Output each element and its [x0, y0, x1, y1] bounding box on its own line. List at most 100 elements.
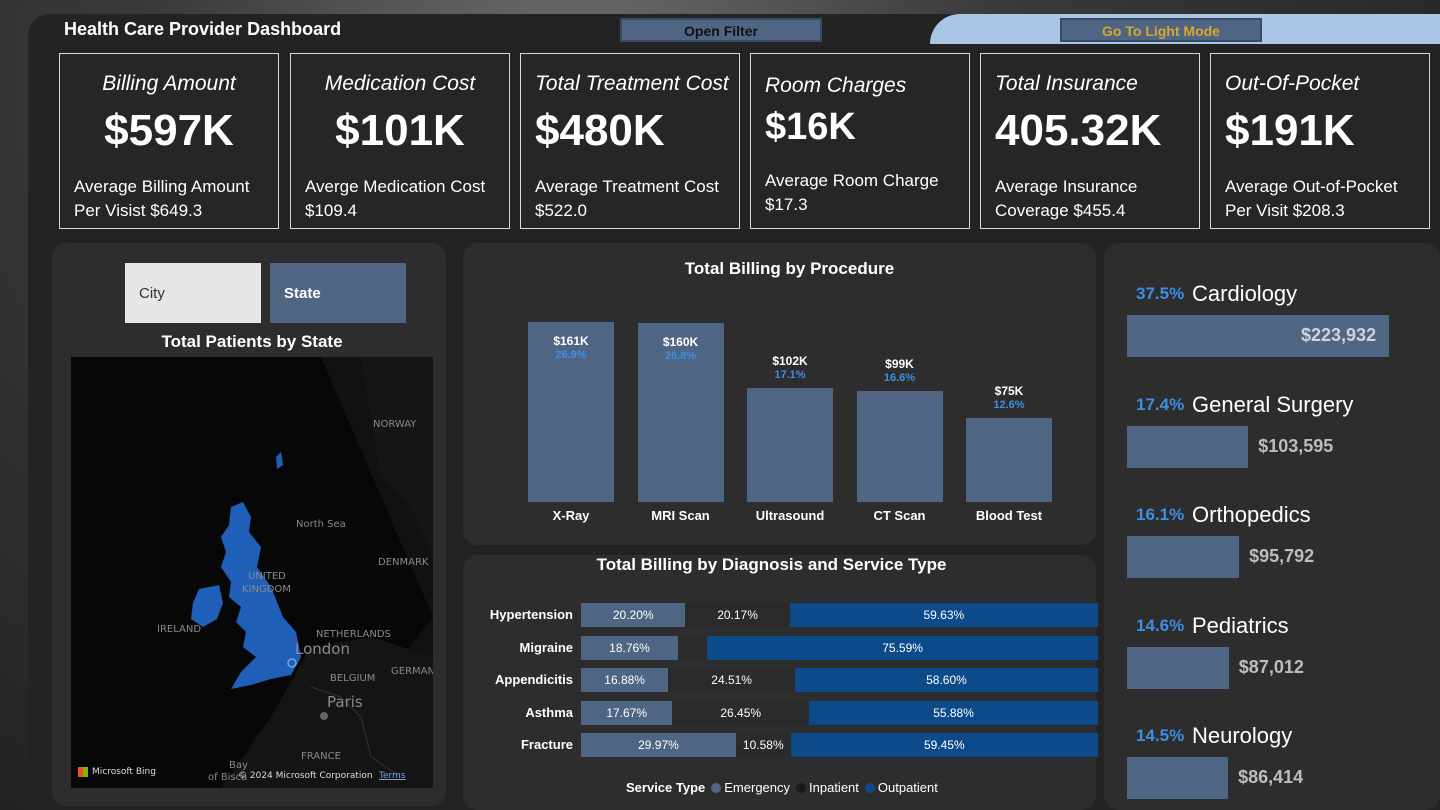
- department-bar[interactable]: [1127, 536, 1240, 578]
- kpi-value: $480K: [535, 106, 665, 155]
- legend-item-outpatient[interactable]: Outpatient: [877, 780, 938, 795]
- kpi-room-charges: Room Charges $16K Average Room Charge $17…: [750, 53, 970, 229]
- diagnosis-segment-inpatient[interactable]: [677, 635, 708, 660]
- kpi-value: $101K: [335, 106, 465, 155]
- diagnosis-segment-emergency[interactable]: 29.97%: [581, 733, 736, 757]
- department-percent-label: 14.5%: [1136, 726, 1185, 745]
- diagnosis-segment-outpatient[interactable]: 55.88%: [809, 700, 1098, 725]
- kpi-medication-cost: Medication Cost $101K Averge Medication …: [290, 53, 510, 229]
- kpi-title: Out-Of-Pocket: [1225, 72, 1360, 95]
- diagnosis-segment-emergency[interactable]: 18.76%: [581, 635, 678, 660]
- kpi-treatment-cost: Total Treatment Cost $480K Average Treat…: [520, 53, 740, 229]
- procedure-value-label: $75K: [994, 384, 1024, 399]
- kpi-subtitle: Average Insurance Coverage $455.4: [995, 177, 1138, 220]
- diagnosis-segment-outpatient[interactable]: 75.59%: [707, 635, 1098, 660]
- diagnosis-chart-title: Total Billing by Diagnosis and Service T…: [596, 555, 947, 574]
- map-label-ireland: IRELAND: [157, 624, 202, 635]
- map-terms-link[interactable]: Terms: [379, 771, 406, 781]
- region-great-britain[interactable]: [221, 502, 301, 689]
- map-label-bay: Bay: [229, 760, 248, 771]
- procedure-chart: $161K 26.9% X-Ray $160K 26.8% MRI Scan $102K 17…: [463, 243, 1096, 545]
- department-percent-label: 17.4%: [1136, 394, 1185, 414]
- map-label-norway: NORWAY: [373, 419, 417, 430]
- department-percent-label: 16.1%: [1136, 505, 1185, 524]
- kpi-value: $16K: [765, 106, 856, 148]
- diagnosis-segment-emergency[interactable]: 20.20%: [581, 603, 686, 627]
- department-bar[interactable]: [1127, 757, 1229, 799]
- legend-item-emergency[interactable]: Emergency: [724, 780, 791, 795]
- moon-icon[interactable]: [993, 16, 1027, 44]
- region-northern-ireland[interactable]: [191, 585, 223, 627]
- department-percent-label: 14.6%: [1136, 615, 1185, 635]
- procedure-category-label: MRI Scan: [651, 508, 710, 523]
- diagnosis-segment-inpatient[interactable]: 10.58%: [735, 733, 791, 757]
- state-slicer[interactable]: State: [270, 263, 406, 323]
- kpi-title: Total Treatment Cost: [535, 72, 729, 95]
- light-mode-button[interactable]: Go To Light Mode: [1060, 18, 1262, 42]
- department-bar[interactable]: [1127, 315, 1389, 357]
- procedure-bar[interactable]: [528, 322, 614, 502]
- bing-logo-icon: [78, 767, 88, 777]
- kpi-value: 405.32K: [995, 106, 1162, 155]
- kpi-out-of-pocket: Out-Of-Pocket $191K Average Out-of-Pocke…: [1210, 53, 1430, 229]
- diagnosis-segment-outpatient[interactable]: 58.60%: [794, 668, 1098, 692]
- map-geography: [191, 357, 433, 788]
- diagnosis-category-label: Hypertension: [489, 607, 573, 622]
- kpi-title: Room Charges: [765, 74, 907, 97]
- kpi-subtitle: Averge Medication Cost $109.4: [305, 177, 486, 220]
- department-name-label: Orthopedics: [1192, 502, 1311, 527]
- kpi-subtitle: Average Out-of-Pocket Per Visit $208.3: [1225, 177, 1398, 220]
- city-slicer[interactable]: City: [125, 263, 261, 323]
- procedure-value-label: $160K: [662, 335, 699, 350]
- map-label-belgium: BELGIUM: [330, 673, 376, 684]
- procedure-bar[interactable]: [637, 323, 724, 502]
- department-bar[interactable]: [1127, 425, 1249, 468]
- map-label-paris: Paris: [327, 693, 363, 711]
- kpi-value: $597K: [104, 106, 234, 155]
- department-value-label: $103,595: [1258, 435, 1334, 456]
- kpi-subtitle: Average Billing Amount Per Visist $649.3: [74, 177, 250, 220]
- kpi-subtitle: Average Treatment Cost $522.0: [535, 177, 719, 220]
- patients-map[interactable]: NORWAY North Sea DENMARK UNITED KINGDOM …: [71, 357, 433, 788]
- kpi-title: Billing Amount: [102, 72, 236, 95]
- procedure-percent-label: 26.9%: [555, 349, 587, 361]
- map-copyright: © 2024 Microsoft Corporation: [238, 771, 373, 781]
- department-percent-label: 37.5%: [1136, 284, 1185, 303]
- diagnosis-category-label: Migraine: [519, 639, 573, 655]
- procedure-value-label: $99K: [885, 357, 914, 372]
- diagnosis-segment-emergency[interactable]: 16.88%: [581, 668, 669, 692]
- map-label-netherlands: NETHERLANDS: [316, 629, 391, 640]
- procedure-value-label: $161K: [553, 334, 589, 348]
- procedure-category-label: CT Scan: [873, 508, 926, 523]
- diagnosis-segment-inpatient[interactable]: 20.17%: [685, 603, 790, 627]
- legend-swatch-emergency: [711, 783, 722, 793]
- procedure-category-label: X-Ray: [552, 508, 590, 523]
- legend-swatch-inpatient: [796, 783, 807, 793]
- kpi-title: Total Insurance: [995, 72, 1138, 95]
- diagnosis-segment-outpatient[interactable]: 59.63%: [789, 603, 1098, 627]
- kpi-value: $191K: [1225, 106, 1355, 155]
- map-label-united: UNITED: [248, 571, 286, 582]
- diagnosis-category-label: Fracture: [520, 737, 573, 752]
- legend-title: Service Type: [626, 780, 706, 795]
- procedure-value-label: $102K: [772, 353, 808, 368]
- legend-item-inpatient[interactable]: Inpatient: [809, 780, 859, 795]
- procedure-category-label: Blood Test: [975, 508, 1043, 523]
- region-shetland[interactable]: [276, 452, 283, 469]
- procedure-bar[interactable]: [966, 418, 1052, 502]
- department-name-label: Neurology: [1192, 723, 1293, 748]
- map-label-france: FRANCE: [301, 751, 341, 762]
- kpi-billing-amount: Billing Amount $597K Average Billing Amo…: [59, 53, 279, 229]
- diagnosis-segment-emergency[interactable]: 17.67%: [581, 700, 673, 725]
- procedure-bar[interactable]: [747, 387, 833, 502]
- open-filter-button[interactable]: Open Filter: [620, 18, 822, 42]
- department-bar[interactable]: [1127, 646, 1229, 689]
- diagnosis-segment-inpatient[interactable]: 24.51%: [668, 668, 795, 692]
- procedure-bar[interactable]: [856, 391, 943, 502]
- map-label-north-sea: North Sea: [296, 519, 346, 530]
- map-label-germany: GERMAN: [391, 666, 433, 677]
- diagnosis-segment-inpatient[interactable]: 26.45%: [672, 700, 810, 725]
- procedure-chart-title: Total Billing by Procedure: [684, 259, 895, 278]
- map-label-london: London: [295, 640, 350, 658]
- diagnosis-segment-outpatient[interactable]: 59.45%: [790, 733, 1098, 757]
